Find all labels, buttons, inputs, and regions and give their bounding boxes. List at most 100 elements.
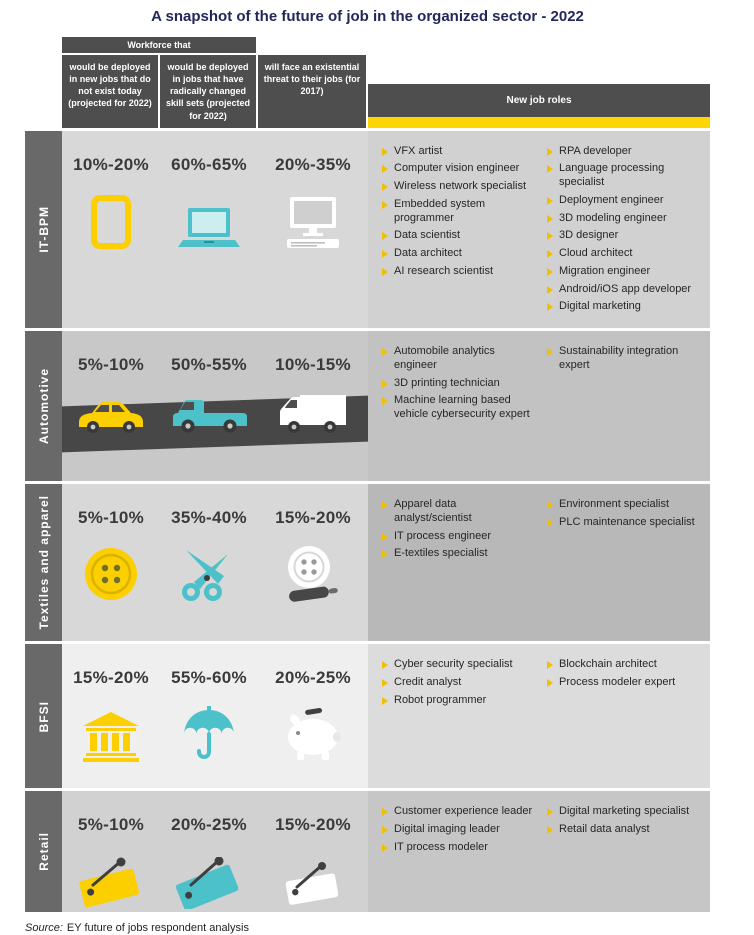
arrow-bullet-icon [382, 267, 388, 276]
arrow-bullet-icon [382, 232, 388, 241]
new-job-roles-title: New job roles [368, 83, 710, 117]
workforce-that-banner: Workforce that [62, 37, 256, 53]
percent-cell-changed-skills: 55%-60% [160, 644, 258, 788]
percent-value: 55%-60% [171, 668, 247, 688]
infographic: A snapshot of the future of job in the o… [25, 0, 735, 934]
arrow-bullet-icon [547, 303, 553, 312]
source-label: Source: [25, 922, 63, 935]
percent-value: 5%-10% [77, 355, 145, 375]
role-label: Cloud architect [559, 247, 633, 260]
roles-column-2: Environment specialist PLC maintenance sp… [547, 498, 702, 631]
role-label: 3D printing technician [394, 376, 500, 389]
role-label: Digital imaging leader [394, 822, 500, 835]
tablet-icon [90, 187, 132, 249]
arrow-bullet-icon [382, 348, 388, 357]
percent-value: 15%-20% [275, 815, 351, 835]
role-label: Robot programmer [394, 693, 487, 706]
arrow-bullet-icon [382, 183, 388, 192]
source-text: EY future of jobs respondent analysis [66, 922, 249, 935]
price-tag-yellow-icon [74, 847, 148, 909]
role-label: 3D designer [559, 229, 619, 242]
arrow-bullet-icon [382, 550, 388, 559]
role-item: Process modeler expert [547, 676, 702, 690]
arrow-bullet-icon [382, 147, 388, 156]
role-item: Data architect [382, 247, 537, 261]
role-item: PLC maintenance specialist [547, 516, 702, 530]
role-item: E-textiles specialist [382, 547, 537, 561]
percent-cell-new-jobs: 5%-10% [62, 791, 160, 912]
role-label: Customer experience leader [394, 805, 533, 818]
percent-cell-changed-skills: 60%-65% [160, 131, 258, 329]
role-item: Cyber security specialist [382, 658, 537, 672]
new-job-roles-cell: VFX artist Computer vision engineer Wirele… [368, 130, 710, 329]
sector-label: Automotive [36, 368, 51, 445]
role-item: Android/iOS app developer [547, 283, 702, 297]
percent-value: 15%-20% [73, 668, 149, 688]
percent-zone: 15%-20% 55%-60% [62, 644, 368, 789]
arrow-bullet-icon [382, 397, 388, 406]
percent-value: 20%-25% [275, 668, 351, 688]
percent-cell-threat: 20%-25% [258, 644, 368, 788]
arrow-bullet-icon [382, 165, 388, 174]
role-label: Automobile analytics engineer [394, 345, 495, 371]
role-label: 3D modeling engineer [559, 211, 667, 224]
role-item: IT process engineer [382, 530, 537, 544]
role-item: 3D modeling engineer [547, 212, 702, 226]
role-item: Sustainability integration expert [547, 345, 702, 373]
role-item: AI research scientist [382, 265, 537, 279]
arrow-bullet-icon [547, 250, 553, 259]
arrow-bullet-icon [382, 661, 388, 670]
percent-cell-changed-skills: 50%-55% [160, 331, 258, 481]
role-label: Credit analyst [394, 675, 462, 688]
source-line: Source: EY future of jobs respondent anal… [25, 922, 735, 934]
arrow-bullet-icon [382, 501, 388, 510]
percent-zone: 10%-20% 60%-65% 20%-35% [62, 130, 368, 329]
sector-label-cell: IT-BPM [25, 130, 62, 329]
sector-row-automotive: Automotive 5%-10% 50%-55% [25, 331, 710, 482]
sector-row-textiles: Textiles and apparel 5%-10% 35%-40% [25, 484, 710, 642]
arrow-bullet-icon [547, 678, 553, 687]
role-item: Automobile analytics engineer [382, 345, 537, 373]
role-item: Wireless network specialist [382, 180, 537, 194]
column-header-changed-skills: would be deployed in jobs that have radi… [160, 55, 258, 128]
role-label: Wireless network specialist [394, 180, 527, 193]
sector-label-cell: Automotive [25, 331, 62, 482]
sector-label: Retail [36, 832, 51, 872]
role-item: Customer experience leader [382, 805, 537, 819]
sector-label-cell: BFSI [25, 644, 62, 789]
role-label: Digital marketing specialist [559, 805, 690, 818]
arrow-bullet-icon [382, 808, 388, 817]
sector-label: IT-BPM [36, 206, 51, 253]
percent-zone: 5%-10% 50%-55% [62, 331, 368, 482]
role-item: Digital imaging leader [382, 823, 537, 837]
umbrella-icon [182, 700, 236, 762]
roles-column-2: Digital marketing specialist Retail data … [547, 805, 702, 902]
delivery-van-icon [278, 385, 348, 435]
percent-cell-new-jobs: 15%-20% [62, 644, 160, 788]
sector-row-bfsi: BFSI 15%-20% [25, 644, 710, 789]
roles-column-1: Apparel data analyst/scientist IT process… [382, 498, 537, 631]
new-job-roles-cell: Customer experience leader Digital imagin… [368, 791, 710, 913]
role-item: Digital marketing specialist [547, 805, 702, 819]
laptop-icon [178, 187, 240, 249]
percent-cell-new-jobs: 10%-20% [62, 131, 160, 329]
percent-value: 50%-55% [171, 355, 247, 375]
role-item: Robot programmer [382, 694, 537, 708]
role-label: Embedded system programmer [394, 197, 486, 224]
arrow-bullet-icon [547, 501, 553, 510]
column-header-threat: will face an existential threat to their… [258, 55, 368, 128]
arrow-bullet-icon [547, 196, 553, 205]
new-job-roles-cell: Automobile analytics engineer 3D printing… [368, 331, 710, 482]
role-item: Migration engineer [547, 265, 702, 279]
role-label: Process modeler expert [559, 675, 676, 688]
percent-value: 60%-65% [171, 154, 247, 174]
table-header: Workforce that would be deployed in new … [25, 37, 710, 128]
new-job-roles-header: New job roles [368, 83, 710, 128]
roles-column-2: Sustainability integration expert [547, 345, 702, 471]
arrow-bullet-icon [382, 200, 388, 209]
role-label: Migration engineer [559, 264, 651, 277]
role-label: AI research scientist [394, 264, 494, 277]
arrow-bullet-icon [382, 532, 388, 541]
role-item: 3D printing technician [382, 377, 537, 391]
sector-row-retail: Retail 5%-10% 20%-25% [25, 791, 710, 913]
